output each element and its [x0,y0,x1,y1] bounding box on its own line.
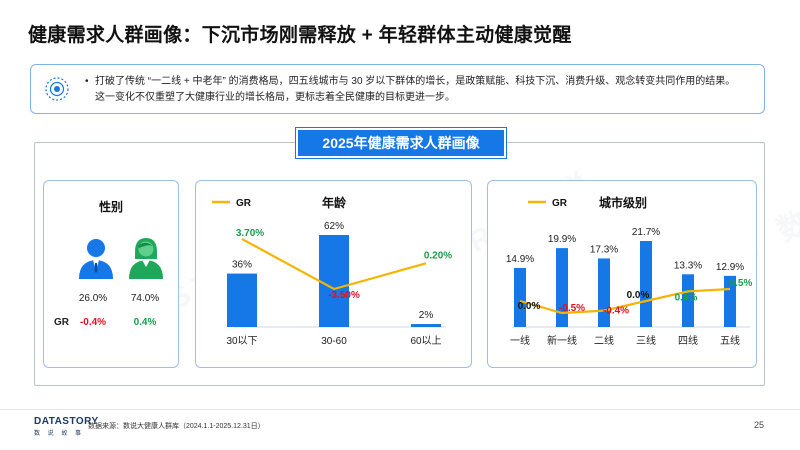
bar-value-label: 13.3% [674,260,702,271]
insight-callout: • 打破了传统 “一二线 + 中老年” 的消费格局，四五线城市与 30 岁以下群体… [30,64,765,114]
gr-value-label: 3.70% [236,228,264,239]
gender-title: 性别 [98,200,123,214]
bar-value-label: 17.3% [590,244,618,255]
bar [514,267,526,327]
gr-line [519,287,731,315]
gr-value-label: 0.4% [675,292,698,303]
x-tick-label: 四线 [678,334,698,347]
insight-line-1: 打破了传统 “一二线 + 中老年” 的消费格局，四五线城市与 30 岁以下群体的… [95,76,736,87]
target-icon [45,77,69,101]
datastory-logo: DATASTORY 数 说 故 事 [34,416,99,437]
female-share: 74.0% [130,293,160,304]
footer-divider [0,409,800,410]
logo-subtext: 数 说 故 事 [34,431,85,437]
bar-value-label: 2% [419,310,434,321]
x-tick-label: 二线 [594,334,614,347]
gr-label: GR [54,317,69,328]
x-tick-label: 30-60 [321,336,347,347]
bullet: • [85,76,89,87]
male-icon [79,239,113,279]
page-title: 健康需求人群画像：下沉市场刚需释放 + 年轻群体主动健康觉醒 [28,25,572,46]
bar-value-label: 36% [232,260,252,271]
x-tick-label: 新一线 [547,334,577,347]
bar [319,235,349,327]
x-tick-label: 一线 [510,334,530,347]
female-gr: 0.4% [133,317,157,328]
age-panel: GR 年龄 36% 30以下 62% 30-60 2% 60以上 3.70% -3.50% 0.20… [195,180,472,368]
x-tick-label: 五线 [720,334,740,347]
male-gr: -0.4% [79,317,107,328]
chart-title: 城市级别 [599,195,647,210]
bar [640,241,652,327]
city-chart: GR 城市级别 14.9% 一线 19.9% 新一线 17.3% 二线 21.7% 三线 13.3%… [506,195,753,347]
gender-panel: 性别 26.0% 74.0% GR -0.4% 0.4% [43,180,179,368]
chart-title: 年龄 [322,195,347,210]
x-tick-label: 60以上 [410,335,441,347]
male-share: 26.0% [78,293,108,304]
bar-value-label: 21.7% [632,227,660,238]
bar [682,274,694,327]
gr-value-label: 0.0% [627,290,650,301]
bar [556,248,568,327]
bar [598,258,610,327]
bar-value-label: 12.9% [716,262,744,273]
legend-label: GR [552,198,568,209]
bar-value-label: 14.9% [506,254,534,265]
page-number: 25 [753,420,764,430]
logo-text: DATASTORY [34,416,99,427]
section-title: 2025年健康需求人群画像 [296,128,506,158]
gr-value-label: -0.5% [559,303,585,314]
female-icon [129,238,163,279]
legend-label: GR [236,198,252,209]
gr-value-label: -0.4% [603,306,629,317]
bar-value-label: 19.9% [548,234,576,245]
gr-value-label: 0.0% [518,301,541,312]
insight-text: • 打破了传统 “一二线 + 中老年” 的消费格局，四五线城市与 30 岁以下群体… [85,74,755,106]
x-tick-label: 30以下 [226,336,257,347]
age-chart: GR 年龄 36% 30以下 62% 30-60 2% 60以上 3.70% -3.50% 0.20… [212,195,452,347]
bar [411,324,441,327]
gr-value-label: 0.5% [730,278,753,289]
insight-line-2: 这一变化不仅重塑了大健康行业的增长格局，更标志着全民健康的目标更进一步。 [95,92,455,103]
city-panel: GR 城市级别 14.9% 一线 19.9% 新一线 17.3% 二线 21.7% 三线 13.3%… [487,180,757,368]
x-tick-label: 三线 [636,334,656,347]
bar [227,273,257,327]
bar-value-label: 62% [324,221,344,232]
data-source: 数据来源：数说大健康人群库（2024.1.1-2025.12.31日） [88,423,265,430]
gr-line [241,238,427,291]
gr-value-label: -3.50% [328,290,360,301]
gr-value-label: 0.20% [424,250,452,261]
